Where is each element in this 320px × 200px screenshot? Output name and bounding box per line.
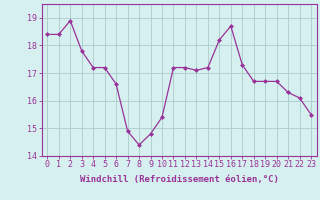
X-axis label: Windchill (Refroidissement éolien,°C): Windchill (Refroidissement éolien,°C)	[80, 175, 279, 184]
